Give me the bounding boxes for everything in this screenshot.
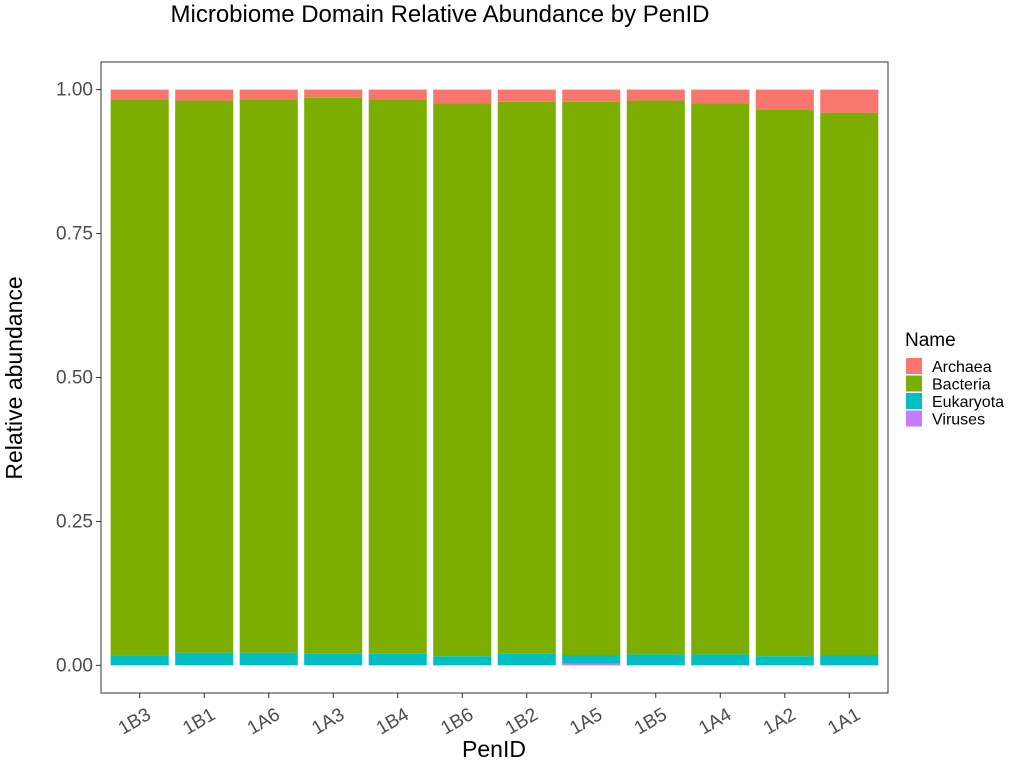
- legend-key-eukaryota: [906, 393, 922, 409]
- x-tick-label: 1B1: [179, 704, 219, 739]
- bar-segment-eukaryota-1a3: [304, 653, 363, 666]
- bar-segment-archaea-1b5: [626, 89, 685, 101]
- y-axis: 0.00 0.25 0.50 0.75 1.00: [56, 80, 101, 676]
- bar-segment-bacteria-1a1: [820, 112, 879, 656]
- bar-segment-eukaryota-1a5: [562, 655, 621, 664]
- legend-label-viruses: Viruses: [932, 412, 985, 429]
- bar-segment-archaea-1b2: [497, 89, 556, 102]
- bar-segment-eukaryota-1b5: [626, 654, 685, 666]
- legend-label-archaea: Archaea: [932, 359, 992, 376]
- x-tick-label: 1A1: [824, 704, 864, 739]
- bar-segment-eukaryota-1a1: [820, 655, 879, 666]
- bar-segment-archaea-1a5: [562, 89, 621, 102]
- bar-segment-archaea-1b3: [110, 89, 169, 100]
- bar-segment-archaea-1b6: [433, 89, 492, 104]
- bar-segment-archaea-1a4: [691, 89, 750, 104]
- legend-label-bacteria: Bacteria: [932, 377, 991, 394]
- bar-segment-eukaryota-1a4: [691, 654, 750, 666]
- bar-segment-bacteria-1b2: [497, 101, 556, 654]
- bar-segment-archaea-1a1: [820, 89, 879, 113]
- bar-segment-viruses-1a5: [562, 663, 621, 666]
- bar-segment-eukaryota-1b2: [497, 653, 556, 666]
- bar-segment-bacteria-1a5: [562, 101, 621, 656]
- x-tick-label: 1A2: [760, 704, 800, 739]
- bar-segment-archaea-1a6: [239, 89, 298, 100]
- legend-title: Name: [905, 330, 956, 351]
- y-axis-title: Relative abundance: [1, 276, 27, 479]
- bar-segment-bacteria-1b4: [368, 99, 427, 654]
- bar-segment-archaea-1b4: [368, 89, 427, 100]
- bar-segment-archaea-1b1: [175, 89, 234, 101]
- x-tick-label: 1B2: [502, 704, 542, 739]
- bar-segment-bacteria-1a3: [304, 97, 363, 654]
- bar-segment-bacteria-1a4: [691, 103, 750, 655]
- bar-segment-bacteria-1b1: [175, 100, 234, 653]
- bar-segment-bacteria-1a2: [755, 109, 814, 657]
- bar-segment-eukaryota-1b6: [433, 656, 492, 666]
- x-tick-label: 1A5: [566, 704, 606, 739]
- bar-segment-eukaryota-1b3: [110, 655, 169, 666]
- legend-key-bacteria: [906, 375, 922, 392]
- bar-segment-bacteria-1b3: [110, 99, 169, 656]
- x-tick-label: 1B4: [373, 704, 413, 739]
- bar-segment-archaea-1a3: [304, 89, 363, 98]
- bar-segment-archaea-1a2: [755, 89, 814, 110]
- legend-key-viruses: [906, 410, 922, 427]
- x-tick-label: 1B5: [631, 704, 671, 739]
- bar-segment-bacteria-1b5: [626, 100, 685, 655]
- chart-title: Microbiome Domain Relative Abundance by …: [171, 1, 710, 28]
- x-tick-label: 1A4: [695, 704, 735, 739]
- bar-segment-eukaryota-1b4: [368, 653, 427, 666]
- bar-segment-eukaryota-1a2: [755, 656, 814, 666]
- legend-label-eukaryota: Eukaryota: [932, 394, 1004, 411]
- x-tick-label: 1A3: [308, 704, 348, 739]
- y-tick-label: 1.00: [56, 80, 93, 101]
- x-tick-label: 1B3: [115, 704, 155, 739]
- bar-segment-eukaryota-1b1: [175, 652, 234, 666]
- bar-segment-bacteria-1b6: [433, 103, 492, 657]
- y-tick-label: 0.75: [56, 224, 93, 245]
- y-tick-label: 0.00: [56, 655, 93, 676]
- y-tick-label: 0.25: [56, 511, 93, 532]
- x-axis-title: PenID: [462, 736, 526, 762]
- x-axis: 1B3 1B1 1A6 1A3 1B4 1B6 1B2 1A5 1B5 1A4 1A2 1A1: [115, 693, 864, 739]
- bar-segment-eukaryota-1a6: [239, 652, 298, 666]
- y-tick-label: 0.50: [56, 368, 93, 389]
- x-tick-label: 1A6: [244, 704, 284, 739]
- x-tick-label: 1B6: [437, 704, 477, 739]
- bars-layer: [110, 89, 879, 666]
- bar-segment-bacteria-1a6: [239, 99, 298, 653]
- legend-key-archaea: [906, 358, 922, 374]
